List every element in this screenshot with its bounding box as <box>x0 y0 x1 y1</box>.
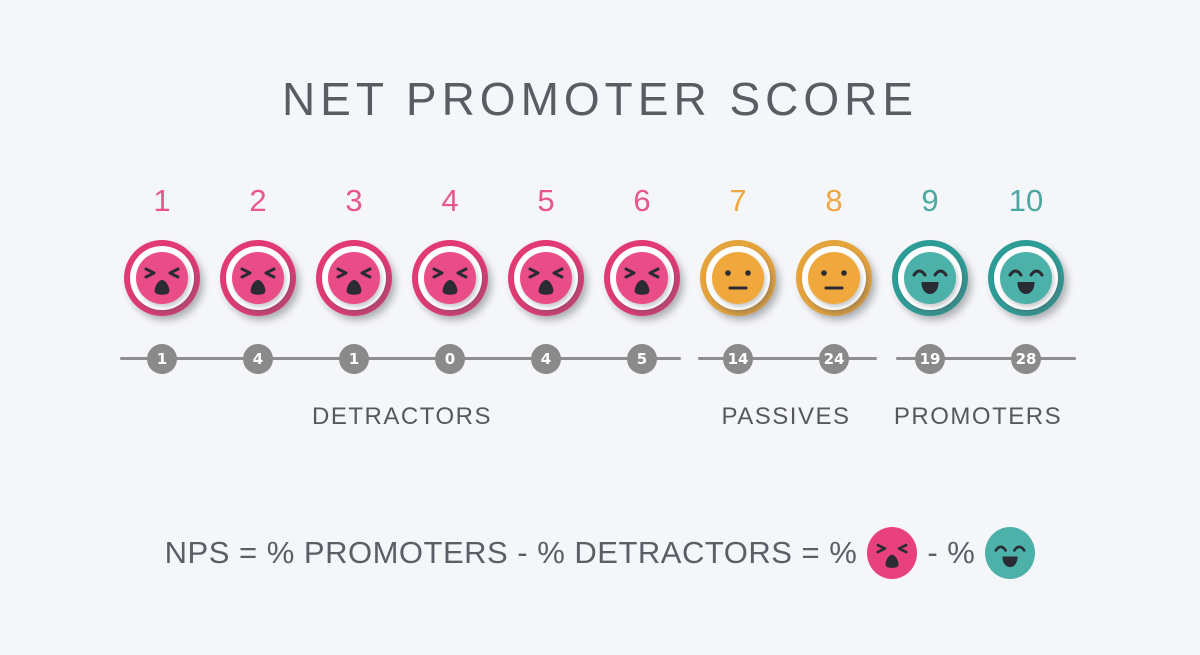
passives-label: PASSIVES <box>721 403 851 430</box>
promoter-badge <box>892 240 968 316</box>
response-count-9: 19 <box>915 344 945 374</box>
score-label: 1 <box>153 183 171 218</box>
response-count-6: 5 <box>627 344 657 374</box>
formula-operator: - % <box>927 535 976 570</box>
promoters-label: PROMOTERS <box>893 403 1063 430</box>
count-row: 1 4 1 0 4 5 14 24 19 28 <box>114 344 1074 374</box>
detractor-face-icon <box>867 527 918 579</box>
formula-lhs: NPS = % PROMOTERS - % DETRACTORS = % <box>164 535 858 570</box>
nps-scale: 1 2 3 4 <box>114 182 1074 316</box>
response-count-5: 4 <box>531 344 561 374</box>
neutral-face-icon <box>808 252 860 304</box>
detractor-badge <box>124 240 200 316</box>
detractor-badge <box>412 240 488 316</box>
score-label: 3 <box>345 183 363 218</box>
passive-badge <box>796 240 872 316</box>
passives-track-line <box>698 357 877 360</box>
response-count-2: 4 <box>243 344 273 374</box>
score-label: 5 <box>537 183 555 218</box>
response-count-7: 14 <box>723 344 753 374</box>
happy-face-icon <box>1000 252 1052 304</box>
promoter-face-icon <box>985 527 1036 579</box>
response-count-8: 24 <box>819 344 849 374</box>
response-count-10: 28 <box>1011 344 1041 374</box>
sad-face-icon <box>328 252 380 304</box>
response-count-1: 1 <box>147 344 177 374</box>
sad-face-icon <box>136 252 188 304</box>
scale-item-8: 8 <box>786 182 882 316</box>
detractor-badge <box>604 240 680 316</box>
response-track: 1 4 1 0 4 5 14 24 19 28 <box>114 344 1076 374</box>
detractor-badge <box>316 240 392 316</box>
scale-item-7: 7 <box>690 182 786 316</box>
scale-item-1: 1 <box>114 182 210 316</box>
detractor-badge <box>220 240 296 316</box>
scale-item-10: 10 <box>978 182 1074 316</box>
scale-item-3: 3 <box>306 182 402 316</box>
score-label: 7 <box>729 183 747 218</box>
response-count-3: 1 <box>339 344 369 374</box>
passive-badge <box>700 240 776 316</box>
sad-face-icon <box>520 252 572 304</box>
promoters-track-line <box>896 357 1076 360</box>
nps-formula: NPS = % PROMOTERS - % DETRACTORS = % - % <box>0 527 1200 579</box>
scale-item-9: 9 <box>882 182 978 316</box>
score-label: 8 <box>825 183 843 218</box>
scale-item-5: 5 <box>498 182 594 316</box>
score-label: 10 <box>1008 183 1044 218</box>
score-label: 4 <box>441 183 459 218</box>
page-title: NET PROMOTER SCORE <box>281 73 919 125</box>
detractor-badge <box>508 240 584 316</box>
sad-face-icon <box>616 252 668 304</box>
scale-item-4: 4 <box>402 182 498 316</box>
neutral-face-icon <box>712 252 764 304</box>
sad-face-icon <box>424 252 476 304</box>
scale-item-6: 6 <box>594 182 690 316</box>
score-label: 2 <box>249 183 267 218</box>
sad-face-icon <box>232 252 284 304</box>
response-count-4: 0 <box>435 344 465 374</box>
promoter-badge <box>988 240 1064 316</box>
detractors-label: DETRACTORS <box>312 403 492 430</box>
happy-face-icon <box>904 252 956 304</box>
score-label: 6 <box>633 183 651 218</box>
scale-item-2: 2 <box>210 182 306 316</box>
score-label: 9 <box>921 183 939 218</box>
detractors-track-line <box>120 357 681 360</box>
